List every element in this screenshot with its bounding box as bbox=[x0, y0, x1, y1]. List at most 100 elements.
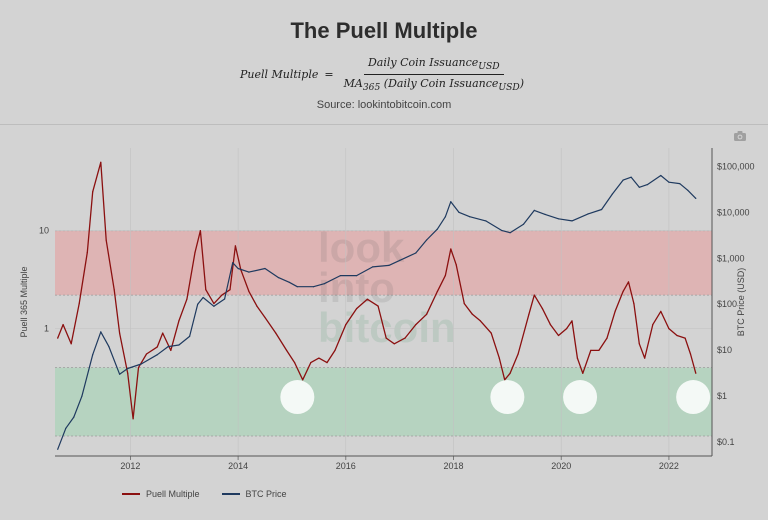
series-1-point-43 bbox=[533, 209, 535, 211]
y-left-tick-label-10: 10 bbox=[39, 226, 49, 236]
series-0-point-33 bbox=[302, 379, 304, 381]
series-0-point-81 bbox=[684, 337, 686, 339]
series-1-point-1 bbox=[65, 427, 67, 429]
series-0-point-24 bbox=[229, 289, 231, 291]
series-0-point-46 bbox=[426, 313, 428, 315]
series-0-point-13 bbox=[145, 353, 148, 355]
series-0-point-2 bbox=[70, 343, 72, 345]
series-puell-multiple bbox=[57, 161, 697, 420]
series-0-point-9 bbox=[119, 332, 121, 334]
formula-denominator: MA365 (Daily Coin IssuanceUSD) bbox=[340, 75, 528, 93]
series-0-point-69 bbox=[598, 349, 600, 351]
series-1-point-22 bbox=[277, 277, 280, 279]
series-1-point-7 bbox=[119, 373, 121, 375]
series-0-point-34 bbox=[310, 362, 312, 364]
watermark: lookintobitcoin bbox=[318, 224, 456, 351]
series-1-point-26 bbox=[323, 283, 325, 285]
x-tick-label-2014: 2014 bbox=[228, 461, 248, 471]
series-1-point-56 bbox=[679, 183, 681, 185]
series-0-point-10 bbox=[127, 372, 129, 374]
series-0-point-47 bbox=[436, 290, 438, 292]
series-1-point-38 bbox=[469, 216, 471, 218]
band-top bbox=[55, 230, 712, 296]
series-1-point-0 bbox=[57, 448, 59, 450]
series-0-point-74 bbox=[633, 303, 635, 305]
series-1-point-33 bbox=[426, 239, 428, 241]
series-1-point-49 bbox=[611, 193, 614, 195]
series-1-point-18 bbox=[232, 262, 234, 264]
formula-den-prefix-sub: 365 bbox=[362, 82, 381, 94]
legend-label-puell: Puell Multiple bbox=[146, 489, 200, 499]
series-0-point-48 bbox=[444, 274, 446, 276]
legend-item-puell[interactable]: Puell Multiple bbox=[122, 489, 200, 499]
series-0-point-61 bbox=[541, 308, 544, 310]
series-0-point-14 bbox=[156, 346, 158, 348]
series-1-point-13 bbox=[189, 335, 191, 337]
series-0-point-40 bbox=[366, 298, 368, 300]
y-right-tick-label-$100,000: $100,000 bbox=[717, 161, 755, 171]
series-0-point-71 bbox=[614, 310, 616, 312]
series-0-point-15 bbox=[162, 332, 164, 334]
series-1-point-23 bbox=[288, 281, 290, 283]
series-1-point-4 bbox=[92, 354, 94, 356]
series-0-point-27 bbox=[248, 290, 250, 292]
series-0-point-7 bbox=[105, 239, 107, 241]
series-0-point-6 bbox=[100, 161, 102, 163]
series-0-point-12 bbox=[137, 367, 140, 369]
series-1-point-25 bbox=[312, 286, 315, 288]
x-tick-label-2016: 2016 bbox=[336, 461, 356, 471]
series-1-point-30 bbox=[388, 264, 390, 266]
series-0-point-68 bbox=[590, 349, 592, 351]
series-0-point-79 bbox=[668, 328, 670, 330]
series-0-point-35 bbox=[318, 357, 320, 359]
series-0-point-59 bbox=[528, 313, 530, 315]
formula-fraction: Daily Coin IssuanceUSD MA365 (Daily Coin… bbox=[340, 56, 528, 93]
legend-label-btc: BTC Price bbox=[245, 489, 287, 499]
series-1-point-3 bbox=[81, 395, 83, 397]
series-1-point-39 bbox=[485, 220, 487, 222]
y-right-tick-label-$10: $10 bbox=[717, 345, 732, 355]
series-0-point-1 bbox=[62, 324, 64, 326]
series-0-point-37 bbox=[334, 349, 336, 351]
series-1-point-55 bbox=[668, 181, 670, 183]
series-0-point-18 bbox=[186, 298, 188, 300]
series-0-point-41 bbox=[377, 305, 379, 307]
series-0-point-11 bbox=[132, 418, 134, 420]
series-1-point-9 bbox=[140, 363, 142, 365]
series-1-point-54 bbox=[660, 174, 662, 177]
series-0-point-70 bbox=[606, 337, 608, 339]
series-1-point-36 bbox=[450, 201, 452, 203]
series-btc-price bbox=[57, 174, 697, 450]
y-right-tick-label-$1,000: $1,000 bbox=[717, 253, 745, 263]
series-0-point-76 bbox=[644, 357, 646, 359]
series-1-point-24 bbox=[296, 286, 298, 288]
series-0-point-39 bbox=[356, 308, 358, 310]
series-1-point-37 bbox=[458, 211, 460, 213]
series-1-point-2 bbox=[73, 416, 75, 418]
series-1-point-32 bbox=[415, 252, 417, 254]
series-line-0 bbox=[57, 161, 697, 420]
y-right-tick-label-$0.1: $0.1 bbox=[717, 437, 735, 447]
legend-swatch-btc bbox=[221, 493, 240, 495]
y-right-tick-label-$100: $100 bbox=[717, 299, 737, 309]
series-0-point-5 bbox=[92, 191, 94, 193]
camera-icon[interactable] bbox=[733, 130, 747, 142]
series-0-point-80 bbox=[676, 334, 678, 337]
series-0-point-17 bbox=[178, 320, 180, 322]
series-0-point-44 bbox=[404, 337, 406, 339]
formula-den-text: (Daily Coin Issuance bbox=[380, 77, 499, 91]
series-1-point-29 bbox=[372, 266, 374, 268]
series-0-point-8 bbox=[113, 289, 115, 291]
series-0-point-58 bbox=[517, 353, 519, 355]
series-1-point-44 bbox=[544, 213, 546, 215]
series-1-point-51 bbox=[630, 176, 632, 178]
series-0-point-82 bbox=[689, 353, 692, 355]
series-0-point-36 bbox=[326, 362, 328, 364]
series-0-point-20 bbox=[199, 230, 201, 232]
series-0-point-23 bbox=[221, 294, 223, 296]
series-1-point-19 bbox=[237, 267, 239, 270]
series-0-point-57 bbox=[509, 372, 511, 374]
series-1-point-50 bbox=[622, 179, 624, 181]
x-tick-label-2022: 2022 bbox=[659, 461, 679, 471]
legend-item-btc[interactable]: BTC Price bbox=[221, 489, 287, 499]
